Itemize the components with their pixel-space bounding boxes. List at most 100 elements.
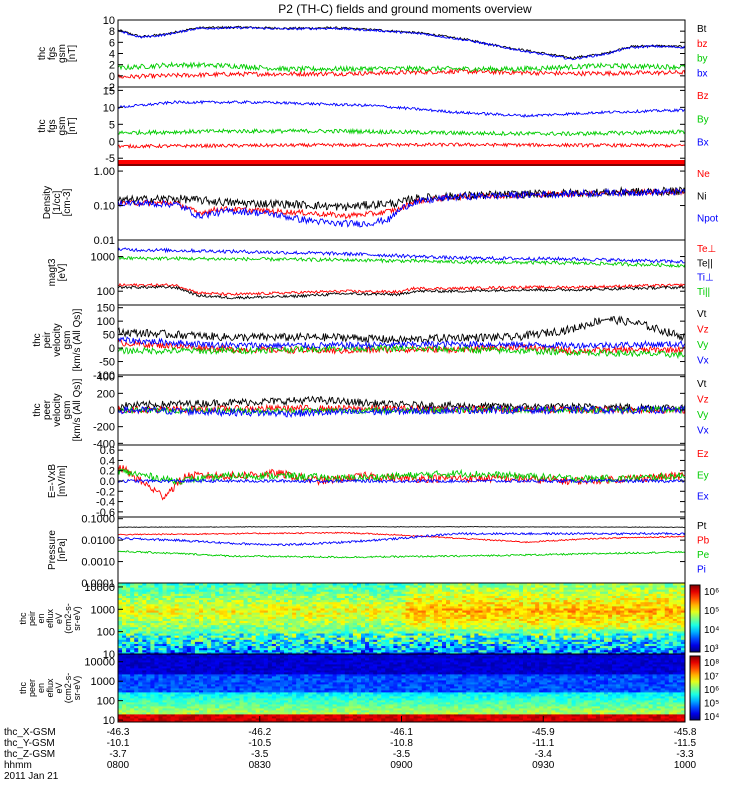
spectrogram-cell-peir_eflux [296, 587, 301, 590]
spectrogram-cell-peir_eflux [296, 651, 301, 655]
spectrogram-cell-peir_eflux [154, 587, 159, 590]
spectrogram-cell-peir_eflux [632, 633, 637, 636]
spectrogram-cell-peir_eflux [162, 614, 167, 617]
spectrogram-cell-peir_eflux [660, 614, 666, 617]
spectrogram-cell-peir_eflux [409, 608, 415, 611]
spectrogram-cell-peir_eflux [377, 635, 382, 638]
spectrogram-cell-peir_eflux [632, 610, 637, 613]
spectrogram-cell-peir_eflux [555, 589, 560, 592]
spectrogram-cell-peir_eflux [454, 641, 459, 644]
spectrogram-cell-peir_eflux [263, 597, 269, 601]
spectrogram-cell-peir_eflux [660, 597, 666, 601]
spectrogram-cell-peir_eflux [498, 614, 504, 617]
spectrogram-cell-peir_eflux [616, 635, 621, 638]
spectrogram-cell-peir_eflux [158, 637, 163, 640]
spectrogram-cell-peir_eflux [373, 631, 378, 634]
spectrogram-cell-peir_eflux [142, 639, 147, 642]
spectrogram-cell-peir_eflux [595, 610, 601, 613]
spectrogram-cell-peir_eflux [397, 618, 402, 621]
spectrogram-cell-peir_eflux [514, 637, 520, 640]
spectrogram-cell-peir_eflux [478, 614, 483, 617]
spectrogram-cell-peir_eflux [247, 610, 253, 613]
spectrogram-cell-peir_eflux [150, 647, 155, 651]
spectrogram-cell-peir_eflux [332, 618, 338, 621]
ylabel-peer_velocity-1: peer [42, 399, 53, 420]
spectrogram-cell-peir_eflux [624, 628, 629, 632]
ytick-label-peir_eflux-2: 100 [97, 627, 115, 639]
spectrogram-cell-peir_eflux [259, 618, 265, 621]
spectrogram-cell-peir_eflux [514, 620, 520, 624]
spectrogram-cell-peir_eflux [604, 622, 609, 626]
spectrogram-cell-peir_eflux [616, 647, 621, 651]
spectrogram-cell-peir_eflux [296, 624, 301, 628]
spectrogram-cell-peir_eflux [178, 610, 184, 613]
spectrogram-cell-peir_eflux [547, 589, 552, 592]
spectrogram-cell-peir_eflux [146, 618, 151, 621]
spectrogram-cell-peir_eflux [575, 647, 581, 651]
spectrogram-cell-peir_eflux [146, 637, 151, 640]
spectrogram-cell-peir_eflux [559, 649, 564, 653]
spectrogram-cell-peir_eflux [462, 649, 467, 653]
spectrogram-cell-peir_eflux [170, 631, 176, 634]
legend-efield-0: Ez [697, 449, 709, 460]
spectrogram-cell-peir_eflux [134, 605, 139, 609]
spectrogram-cell-peir_eflux [523, 593, 528, 596]
spectrogram-cell-peir_eflux [369, 641, 374, 644]
spectrogram-cell-peir_eflux [575, 585, 581, 588]
spectrogram-cell-peir_eflux [158, 608, 163, 611]
spectrogram-cell-peir_eflux [466, 620, 471, 624]
spectrogram-cell-peir_eflux [304, 631, 309, 634]
spectrogram-cell-peir_eflux [263, 643, 269, 647]
spectrogram-cell-peir_eflux [207, 647, 212, 651]
ytick-label-temperature-1: 100 [97, 286, 115, 298]
spectrogram-cell-peir_eflux [672, 597, 678, 601]
spectrogram-cell-peir_eflux [462, 589, 467, 592]
spectrogram-cell-peir_eflux [595, 643, 601, 647]
spectrogram-cell-peir_eflux [583, 626, 589, 630]
spectrogram-cell-peir_eflux [385, 624, 390, 628]
spectrogram-cell-peir_eflux [389, 608, 394, 611]
spectrogram-cell-peir_eflux [304, 622, 309, 626]
spectrogram-cell-peir_eflux [599, 622, 605, 626]
spectrogram-cell-peir_eflux [591, 597, 597, 601]
spectrogram-cell-peir_eflux [267, 641, 273, 644]
spectrogram-cell-peir_eflux [316, 587, 321, 590]
spectrogram-cell-peir_eflux [498, 651, 504, 655]
spectrogram-cell-peir_eflux [442, 614, 447, 617]
spectrogram-cell-peir_eflux [535, 641, 540, 644]
spectrogram-cell-peir_eflux [336, 616, 342, 619]
spectrogram-cell-peir_eflux [482, 595, 487, 599]
spectrogram-cell-peir_eflux [527, 585, 532, 588]
spectrogram-cell-peir_eflux [365, 645, 370, 649]
spectrogram-cell-peir_eflux [437, 639, 443, 642]
spectrogram-cell-peir_eflux [490, 616, 496, 619]
spectrogram-cell-peir_eflux [458, 618, 463, 621]
spectrogram-cell-peir_eflux [255, 620, 261, 624]
spectrogram-cell-peir_eflux [174, 618, 180, 621]
spectrogram-cell-peir_eflux [223, 603, 228, 607]
spectrogram-cell-peir_eflux [531, 616, 536, 619]
spectrogram-cell-peir_eflux [417, 643, 423, 647]
spectrogram-cell-peir_eflux [429, 643, 435, 647]
spectrogram-cell-peir_eflux [591, 618, 597, 621]
spectrogram-cell-peir_eflux [199, 647, 204, 651]
spectrogram-cell-peir_eflux [583, 624, 589, 628]
spectrogram-cell-peir_eflux [442, 622, 447, 626]
spectrogram-cell-peir_eflux [620, 605, 625, 609]
spectrogram-cell-peir_eflux [498, 605, 504, 609]
spectrogram-cell-peir_eflux [369, 649, 374, 653]
spectrogram-cell-peir_eflux [312, 612, 317, 615]
spectrogram-cell-peir_eflux [304, 635, 309, 638]
spectrogram-cell-peir_eflux [425, 624, 431, 628]
spectrogram-cell-peir_eflux [389, 633, 394, 636]
spectrogram-cell-peir_eflux [482, 597, 487, 601]
spectrogram-cell-peir_eflux [166, 618, 172, 621]
spectrogram-cell-peir_eflux [235, 587, 240, 590]
spectrogram-cell-peir_eflux [543, 605, 548, 609]
spectrogram-cell-peir_eflux [604, 618, 609, 621]
spectrogram-cell-peir_eflux [490, 597, 496, 601]
spectrogram-cell-peir_eflux [417, 601, 423, 605]
spectrogram-cell-peir_eflux [182, 645, 188, 649]
spectrogram-cell-peir_eflux [417, 649, 423, 653]
spectrogram-cell-peir_eflux [227, 651, 232, 655]
